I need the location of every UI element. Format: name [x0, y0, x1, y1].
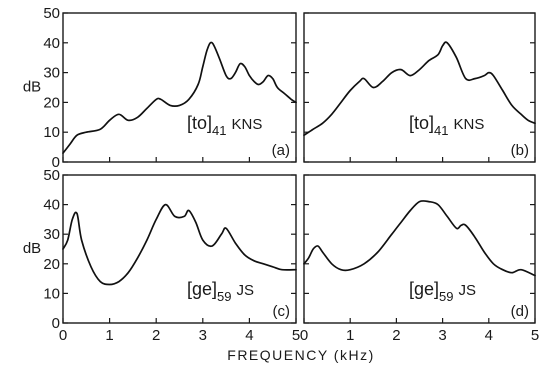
- y-axis-label: dB: [23, 240, 41, 257]
- utterance-subscript: 59: [217, 289, 231, 304]
- y-tick-label: 40: [43, 197, 60, 214]
- x-tick-label: 3: [438, 327, 446, 344]
- y-tick-label: 30: [43, 65, 60, 82]
- y-tick-label: 10: [43, 124, 60, 141]
- utterance-label-c: [ge]59 JS: [187, 279, 254, 304]
- panel-b: [to]41 KNS (b): [303, 12, 536, 163]
- y-tick-label: 30: [43, 226, 60, 243]
- y-tick-label: 50: [43, 5, 60, 22]
- utterance-bracket-text: [ge]: [187, 279, 217, 299]
- panel-a: 0 10 20 30 40 50 dB [to]41 KNS (a): [23, 5, 297, 171]
- y-tick-label: 40: [43, 35, 60, 52]
- x-tick-label: 1: [346, 327, 354, 344]
- speaker-label: KNS: [231, 116, 262, 133]
- panel-letter-a: (a): [272, 142, 290, 159]
- x-tick-label: 2: [392, 327, 400, 344]
- y-tick-label: 0: [52, 315, 60, 332]
- x-tick-label: 4: [245, 327, 253, 344]
- speaker-label: KNS: [453, 116, 484, 133]
- utterance-label-d: [ge]59 JS: [409, 279, 476, 304]
- x-tick-label: 4: [485, 327, 493, 344]
- x-tick-label: 1: [105, 327, 113, 344]
- panel-letter-c: (c): [273, 303, 291, 320]
- utterance-bracket-text: [ge]: [409, 279, 439, 299]
- x-tick-label: 5: [292, 327, 300, 344]
- spectrum-curve-c: [62, 203, 297, 286]
- y-tick-label: 0: [52, 154, 60, 171]
- y-tick-label: 20: [43, 256, 60, 273]
- utterance-label-b: [to]41 KNS: [409, 113, 484, 138]
- spectrum-curve-d: [303, 200, 536, 277]
- utterance-bracket-text: [to]: [187, 113, 212, 133]
- panel-d: 0 1 2 3 4 5 [ge]59 JS (d): [300, 174, 539, 344]
- speaker-label: JS: [237, 282, 255, 299]
- utterance-subscript: 41: [212, 123, 226, 138]
- utterance-subscript: 41: [434, 123, 448, 138]
- x-tick-label: 2: [152, 327, 160, 344]
- x-tick-label: 5: [531, 327, 539, 344]
- spectrum-curve-b: [303, 41, 536, 137]
- x-tick-label: 0: [300, 327, 308, 344]
- y-tick-label: 50: [43, 167, 60, 184]
- y-tick-label: 10: [43, 285, 60, 302]
- panel-letter-d: (d): [511, 303, 529, 320]
- utterance-subscript: 59: [439, 289, 453, 304]
- x-tick-label: 3: [199, 327, 207, 344]
- utterance-bracket-text: [to]: [409, 113, 434, 133]
- panel-frame-c: [62, 174, 297, 324]
- panel-c: 0 10 20 30 40 50 0 1 2 3 4 5 dB [ge]59 JS (c): [23, 167, 300, 344]
- y-axis-label: dB: [23, 79, 41, 96]
- speaker-label: JS: [459, 282, 477, 299]
- panel-frame-b: [303, 12, 536, 163]
- utterance-label-a: [to]41 KNS: [187, 113, 262, 138]
- panel-frame-d: [303, 174, 536, 324]
- x-tick-label: 0: [59, 327, 67, 344]
- panel-frame-a: [62, 12, 297, 163]
- y-tick-label: 20: [43, 94, 60, 111]
- panel-letter-b: (b): [511, 142, 529, 159]
- spectrum-curve-a: [62, 41, 297, 154]
- x-axis-label: FREQUENCY (kHz): [227, 347, 374, 363]
